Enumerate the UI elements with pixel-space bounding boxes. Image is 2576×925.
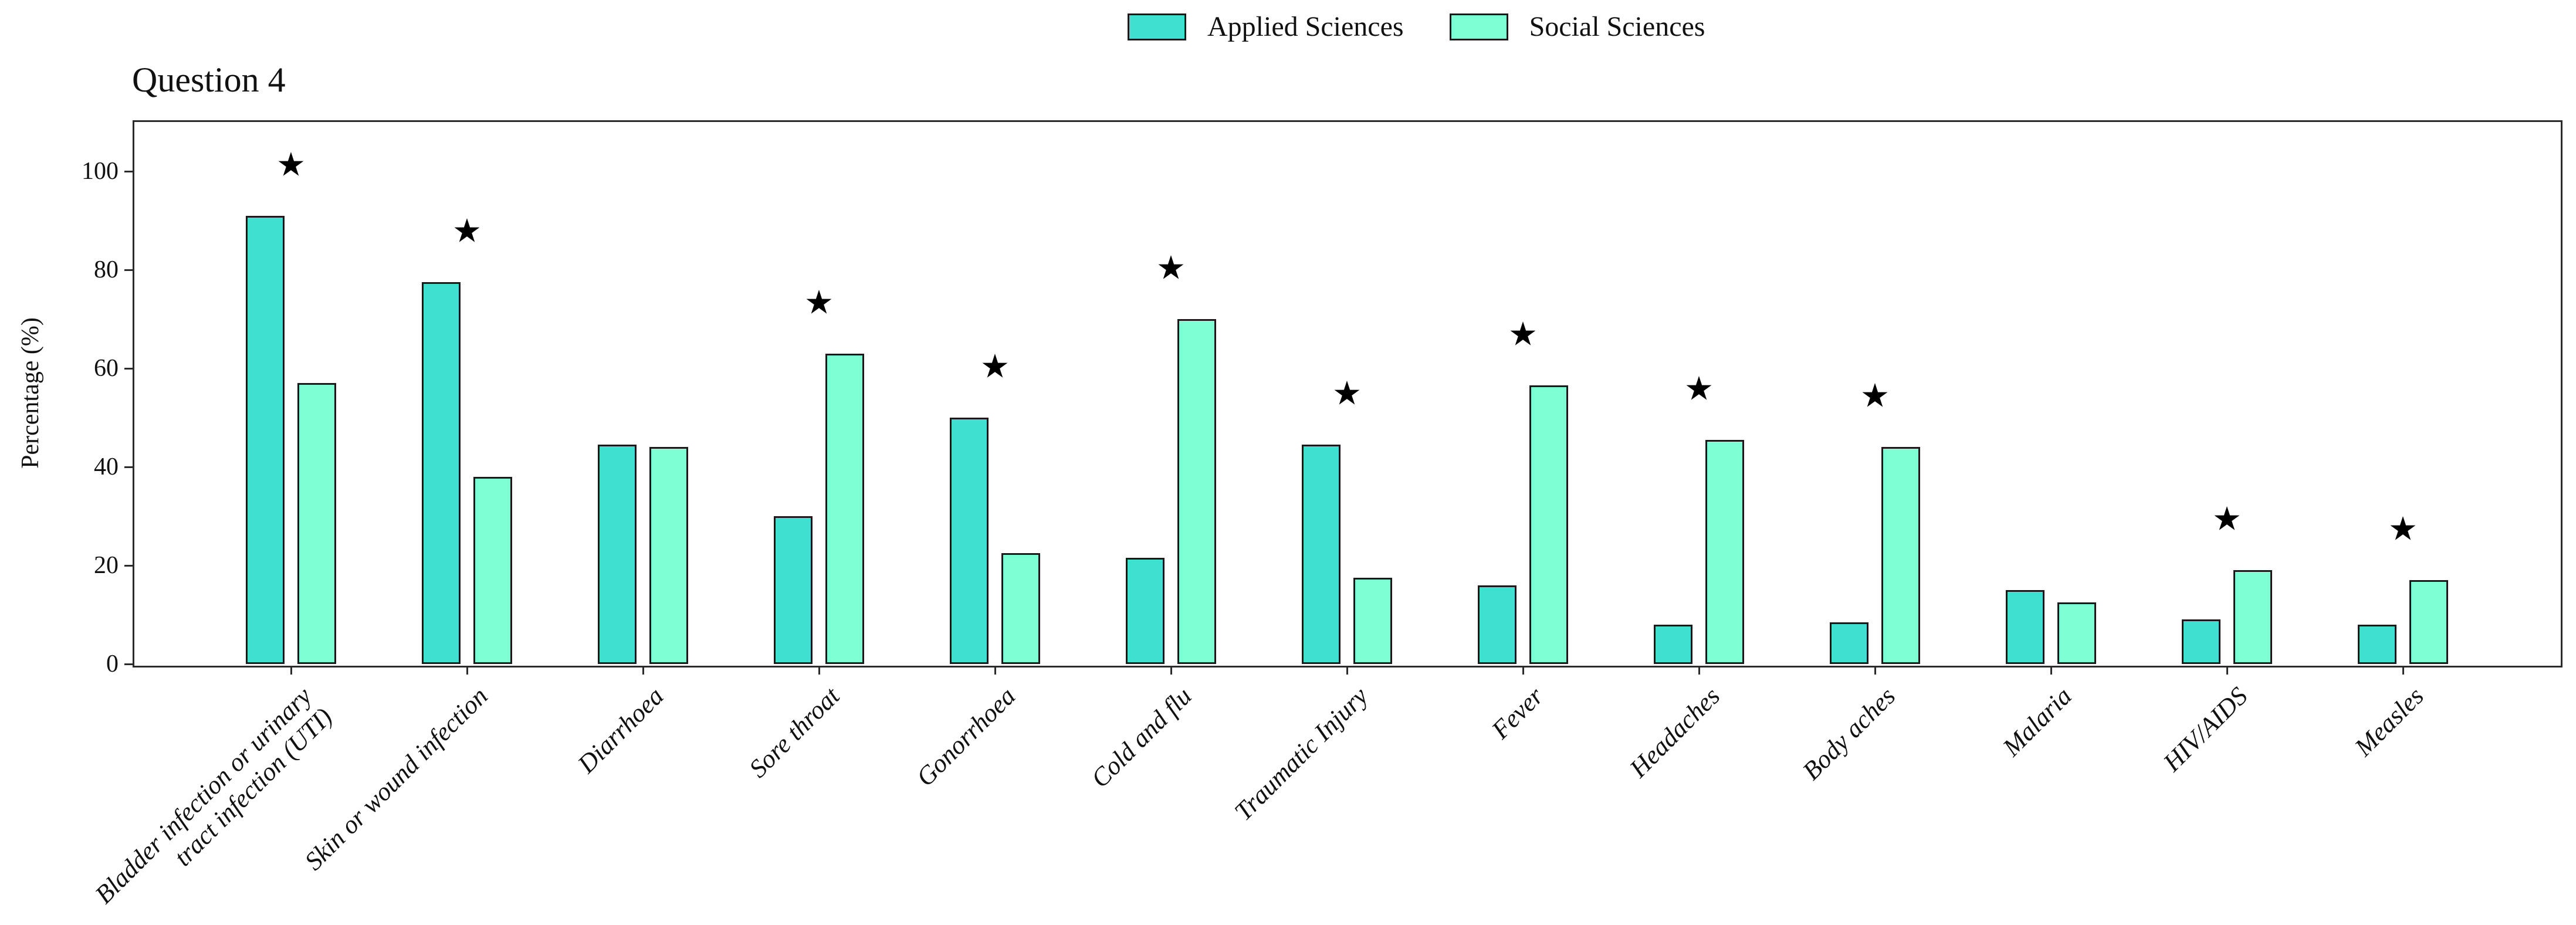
- legend: Applied Sciences Social Sciences: [1128, 12, 1705, 42]
- significance-star-icon: ★: [452, 212, 482, 250]
- legend-item-social-sciences: Social Sciences: [1449, 11, 1705, 42]
- legend-swatch-applied-sciences-icon: [1128, 13, 1186, 40]
- legend-swatch-social-sciences-icon: [1449, 13, 1508, 40]
- y-tick-label: 20: [94, 552, 119, 579]
- bar-applied-sciences: [1126, 558, 1165, 664]
- bar-social-sciences: [2233, 570, 2272, 664]
- chart-title: Question 4: [132, 60, 286, 99]
- bar-applied-sciences: [2182, 619, 2220, 664]
- x-tick-label: Measles: [2349, 682, 2429, 762]
- bar-social-sciences: [1529, 385, 1568, 664]
- y-tick: [124, 663, 133, 665]
- x-tick: [2402, 666, 2404, 675]
- bar-social-sciences: [649, 447, 688, 664]
- significance-star-icon: ★: [2388, 510, 2418, 548]
- x-tick: [1874, 666, 1876, 675]
- x-tick-label: Cold and flu: [1085, 682, 1197, 794]
- bar-social-sciences: [1705, 439, 1744, 664]
- x-tick-label: Headaches: [1623, 682, 1725, 783]
- bar-social-sciences: [2057, 602, 2096, 664]
- legend-item-label: Applied Sciences: [1207, 11, 1404, 42]
- y-tick-label: 0: [106, 650, 119, 677]
- x-tick-label: Fever: [1486, 682, 1549, 745]
- bar-social-sciences: [825, 353, 864, 664]
- significance-star-icon: ★: [276, 145, 306, 184]
- y-tick-label: 40: [94, 453, 119, 480]
- bar-social-sciences: [297, 383, 336, 664]
- x-tick: [818, 666, 820, 675]
- x-tick-label: Diarrhoea: [572, 682, 669, 779]
- x-tick: [2050, 666, 2052, 675]
- legend-item-applied-sciences: Applied Sciences: [1128, 12, 1404, 42]
- significance-star-icon: ★: [804, 283, 834, 322]
- significance-star-icon: ★: [1332, 374, 1362, 413]
- x-tick-label: Gonorrhoea: [910, 682, 1021, 792]
- bar-social-sciences: [1881, 447, 1920, 664]
- bar-social-sciences: [2409, 580, 2448, 664]
- y-tick-label: 80: [94, 256, 119, 283]
- x-tick: [1170, 666, 1172, 675]
- x-tick-label: Body aches: [1797, 682, 1901, 786]
- x-tick: [466, 666, 468, 675]
- bar-applied-sciences: [2358, 624, 2396, 664]
- bar-social-sciences: [473, 476, 512, 664]
- x-tick: [1346, 666, 1348, 675]
- bar-social-sciences: [1177, 319, 1216, 664]
- y-tick: [124, 368, 133, 370]
- bar-applied-sciences: [1478, 585, 1517, 664]
- bar-applied-sciences: [1830, 622, 1868, 664]
- x-tick-label: Bladder infection or urinary tract infec…: [89, 682, 338, 910]
- x-tick-label: Skin or wound infection: [299, 682, 493, 876]
- bar-applied-sciences: [1654, 624, 1692, 664]
- significance-star-icon: ★: [1156, 249, 1186, 287]
- y-tick-label: 100: [82, 158, 119, 185]
- bar-social-sciences: [1001, 553, 1040, 664]
- x-tick: [1698, 666, 1700, 675]
- x-tick: [1522, 666, 1524, 675]
- x-tick-label: Traumatic Injury: [1228, 682, 1373, 826]
- bar-applied-sciences: [422, 282, 461, 664]
- x-tick: [642, 666, 644, 675]
- bar-social-sciences: [1353, 578, 1392, 664]
- significance-star-icon: ★: [1860, 377, 1890, 415]
- x-tick: [290, 666, 292, 675]
- x-tick: [2226, 666, 2228, 675]
- bar-applied-sciences: [950, 418, 989, 664]
- y-tick: [124, 269, 133, 271]
- x-tick: [994, 666, 996, 675]
- x-tick-label: Malaria: [1997, 682, 2077, 762]
- y-tick-label: 60: [94, 355, 119, 382]
- bar-applied-sciences: [246, 215, 285, 664]
- x-tick-label: Sore throat: [743, 682, 845, 784]
- bar-applied-sciences: [774, 516, 813, 664]
- significance-star-icon: ★: [2212, 500, 2242, 538]
- y-tick: [124, 565, 133, 567]
- bar-applied-sciences: [2006, 590, 2044, 664]
- y-tick: [124, 171, 133, 172]
- y-tick: [124, 466, 133, 468]
- plot-area: [133, 120, 2563, 668]
- y-axis-label: Percentage (%): [17, 317, 44, 469]
- legend-item-label: Social Sciences: [1529, 11, 1705, 42]
- significance-star-icon: ★: [980, 347, 1010, 386]
- bar-applied-sciences: [1302, 445, 1341, 664]
- bar-applied-sciences: [598, 445, 637, 664]
- significance-star-icon: ★: [1684, 370, 1714, 408]
- significance-star-icon: ★: [1508, 315, 1538, 354]
- x-tick-label: HIV/AIDS: [2158, 682, 2253, 777]
